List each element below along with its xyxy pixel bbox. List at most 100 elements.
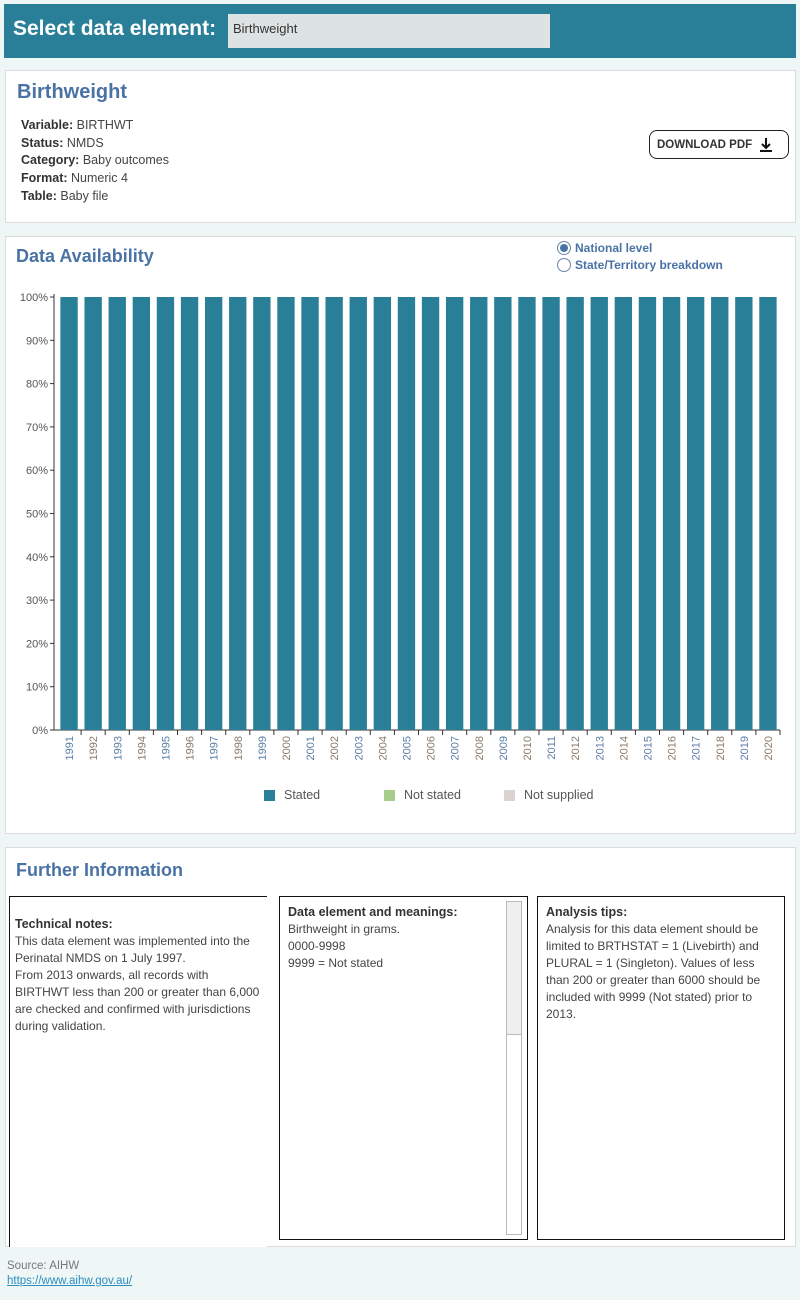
x-tick-label: 2007 — [450, 736, 462, 760]
x-tick-label: 2004 — [377, 736, 389, 760]
bar-stated-2011 — [542, 297, 560, 730]
y-tick-label: 70% — [26, 422, 48, 434]
radio-label: National level — [575, 241, 653, 255]
scrollbar-thumb[interactable] — [507, 902, 521, 1035]
technical-notes-heading: Technical notes: — [15, 917, 113, 931]
further-title: Further Information — [16, 860, 183, 880]
bar-stated-2000 — [277, 297, 295, 730]
bar-stated-2019 — [735, 297, 753, 730]
chart-legend: Stated Not stated Not supplied — [264, 788, 594, 802]
x-tick-label: 1999 — [257, 736, 269, 760]
bar-stated-2004 — [373, 297, 392, 730]
y-tick-label: 0% — [32, 725, 48, 737]
radio-state-breakdown[interactable]: State/Territory breakdown — [557, 258, 723, 272]
x-tick-label: 2008 — [474, 736, 486, 760]
download-pdf-button[interactable]: DOWNLOAD PDF — [649, 130, 789, 159]
x-tick-label: 2020 — [763, 736, 775, 760]
x-tick-label: 2016 — [667, 736, 679, 760]
x-tick-label: 1996 — [185, 736, 197, 760]
source-footer: Source: AIHW https://www.aihw.gov.au/ — [7, 1259, 132, 1289]
meaning-line: Birthweight in grams. — [288, 922, 401, 936]
analysis-tips-text: Analysis for this data element should be… — [546, 922, 761, 1021]
x-tick-label: 1991 — [64, 736, 76, 760]
x-tick-label: 2005 — [401, 736, 413, 760]
data-element-select[interactable]: Birthweight — [228, 14, 550, 48]
meanings-box: Data element and meanings: Birthweight i… — [279, 896, 528, 1240]
meta-variable: Variable: BIRTHWT — [21, 118, 134, 132]
y-tick-label: 10% — [26, 682, 48, 694]
x-tick-label: 2002 — [329, 736, 341, 760]
legend-swatch — [264, 789, 275, 801]
analysis-tips-box: Analysis tips: Analysis for this data el… — [537, 896, 785, 1240]
y-tick-label: 40% — [26, 552, 48, 564]
bar-stated-1995 — [156, 297, 175, 730]
meta-status: Status: NMDS — [21, 135, 104, 150]
bar-stated-1994 — [132, 297, 151, 730]
bar-stated-2013 — [590, 297, 608, 730]
bar-stated-2005 — [397, 297, 416, 730]
x-tick-label: 2006 — [426, 736, 438, 760]
x-tick-label: 2010 — [522, 736, 534, 760]
bar-stated-2017 — [686, 297, 705, 730]
bar-stated-1996 — [180, 297, 199, 730]
scrollbar[interactable] — [506, 901, 522, 1235]
x-tick-label: 2011 — [546, 736, 558, 760]
y-tick-label: 30% — [26, 595, 48, 607]
bar-stated-1997 — [204, 297, 223, 730]
x-tick-label: 1993 — [112, 736, 124, 760]
bar-stated-2001 — [301, 297, 319, 730]
element-title: Birthweight — [17, 81, 127, 103]
x-tick-label: 2009 — [498, 736, 510, 760]
download-pdf-label: DOWNLOAD PDF — [657, 138, 753, 151]
bar-stated-1991 — [60, 297, 78, 730]
x-tick-label: 1998 — [233, 736, 245, 760]
meta-format: Format: Numeric 4 — [21, 171, 128, 186]
legend-swatch — [504, 789, 515, 801]
download-icon — [760, 137, 773, 152]
source-text: Source: AIHW — [7, 1260, 80, 1272]
legend-label: Not supplied — [524, 788, 594, 802]
meanings-heading: Data element and meanings: — [288, 905, 458, 919]
meaning-line: 0000-9998 — [288, 939, 346, 953]
x-tick-label: 1997 — [209, 736, 221, 760]
x-tick-label: 2018 — [715, 736, 727, 760]
y-tick-label: 100% — [20, 292, 48, 304]
bar-stated-2009 — [494, 297, 512, 730]
meaning-line: 9999 = Not stated — [288, 956, 384, 970]
x-tick-label: 1995 — [160, 736, 172, 760]
analysis-tips-heading: Analysis tips: — [546, 905, 628, 919]
element-meta: Variable: BIRTHWT Status: NMDS Category:… — [21, 117, 169, 206]
y-tick-label: 60% — [26, 465, 48, 477]
legend-label: Stated — [284, 788, 321, 802]
x-tick-label: 1992 — [88, 736, 100, 760]
radio-unselected-icon — [557, 258, 571, 272]
bar-stated-2015 — [638, 297, 657, 730]
bar-stated-1998 — [229, 297, 247, 730]
bar-stated-1999 — [253, 297, 271, 730]
bar-stated-1992 — [84, 297, 102, 730]
source-link[interactable]: https://www.aihw.gov.au/ — [7, 1275, 133, 1287]
x-tick-label: 2003 — [353, 736, 365, 760]
meta-table: Table: Baby file — [21, 188, 109, 203]
radio-selected-icon — [557, 241, 571, 255]
x-tick-label: 2017 — [691, 736, 703, 760]
radio-label: State/Territory breakdown — [575, 258, 723, 272]
select-label: Select data element: — [13, 17, 217, 40]
legend-swatch — [384, 789, 395, 801]
bar-stated-2010 — [518, 297, 536, 730]
technical-notes-text: This data element was implemented into t… — [15, 934, 260, 1033]
bar-stated-2003 — [349, 297, 367, 730]
y-tick-label: 80% — [26, 379, 48, 391]
x-tick-label: 1994 — [136, 736, 148, 760]
bar-stated-2007 — [445, 297, 464, 730]
x-tick-label: 2014 — [618, 736, 630, 760]
meta-category: Category: Baby outcomes — [21, 153, 169, 168]
bar-stated-2006 — [421, 297, 440, 730]
x-tick-label: 2019 — [739, 736, 751, 760]
level-radio-group: National level State/Territory breakdown — [557, 241, 723, 272]
x-tick-label: 2000 — [281, 736, 293, 760]
x-tick-label: 2012 — [570, 736, 582, 760]
radio-national-level[interactable]: National level — [557, 241, 723, 255]
y-tick-label: 50% — [26, 509, 48, 521]
bar-stated-1993 — [108, 297, 126, 730]
